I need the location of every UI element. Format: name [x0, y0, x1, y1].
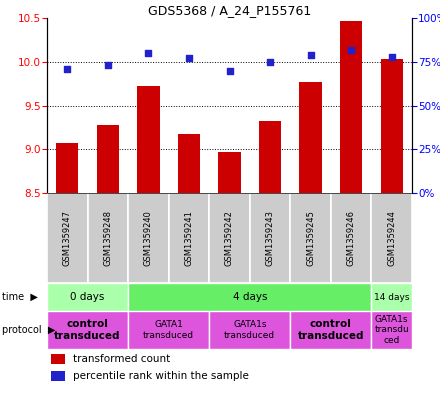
Text: GSM1359243: GSM1359243 [266, 210, 275, 266]
Point [267, 59, 274, 65]
Text: control
transduced: control transduced [54, 319, 121, 341]
Bar [300, 82, 322, 193]
Bar [88, 193, 128, 283]
Text: GSM1359240: GSM1359240 [144, 210, 153, 266]
Point [185, 55, 192, 61]
Bar [128, 193, 169, 283]
Title: GDS5368 / A_24_P155761: GDS5368 / A_24_P155761 [148, 4, 311, 17]
Text: 0 days: 0 days [70, 292, 105, 302]
Bar [218, 152, 241, 193]
Bar [290, 311, 371, 349]
Text: time  ▶: time ▶ [2, 292, 38, 302]
Text: control
transduced: control transduced [297, 319, 364, 341]
Text: GATA1s
transdu
ced: GATA1s transdu ced [374, 315, 409, 345]
Text: 14 days: 14 days [374, 292, 410, 301]
Point [226, 67, 233, 73]
Bar [340, 20, 362, 193]
Text: GSM1359245: GSM1359245 [306, 210, 315, 266]
Bar [128, 283, 371, 311]
Bar [371, 193, 412, 283]
Bar [331, 193, 371, 283]
Bar [290, 193, 331, 283]
Text: GSM1359246: GSM1359246 [347, 210, 356, 266]
Bar [371, 311, 412, 349]
Point [104, 62, 111, 68]
Bar [259, 121, 281, 193]
Bar [47, 311, 128, 349]
Point [64, 66, 71, 72]
Bar [209, 311, 290, 349]
Bar [381, 59, 403, 193]
Text: GATA1
transduced: GATA1 transduced [143, 320, 194, 340]
Text: transformed count: transformed count [73, 354, 170, 364]
Text: GSM1359242: GSM1359242 [225, 210, 234, 266]
Text: GSM1359241: GSM1359241 [184, 210, 194, 266]
Bar [137, 86, 160, 193]
Text: GSM1359244: GSM1359244 [387, 210, 396, 266]
Bar [250, 193, 290, 283]
Text: GSM1359248: GSM1359248 [103, 210, 112, 266]
Bar [97, 125, 119, 193]
Bar [56, 143, 78, 193]
Text: protocol  ▶: protocol ▶ [2, 325, 55, 335]
Bar [371, 283, 412, 311]
Point [145, 50, 152, 56]
Bar [209, 193, 250, 283]
Bar [178, 134, 200, 193]
Bar [51, 354, 65, 364]
Bar [51, 371, 65, 380]
Bar [128, 311, 209, 349]
Point [388, 53, 395, 60]
Text: 4 days: 4 days [232, 292, 267, 302]
Bar [47, 283, 128, 311]
Text: percentile rank within the sample: percentile rank within the sample [73, 371, 249, 380]
Bar [169, 193, 209, 283]
Bar [47, 193, 88, 283]
Text: GATA1s
transduced: GATA1s transduced [224, 320, 275, 340]
Text: GSM1359247: GSM1359247 [63, 210, 72, 266]
Point [307, 51, 314, 58]
Point [348, 46, 355, 53]
